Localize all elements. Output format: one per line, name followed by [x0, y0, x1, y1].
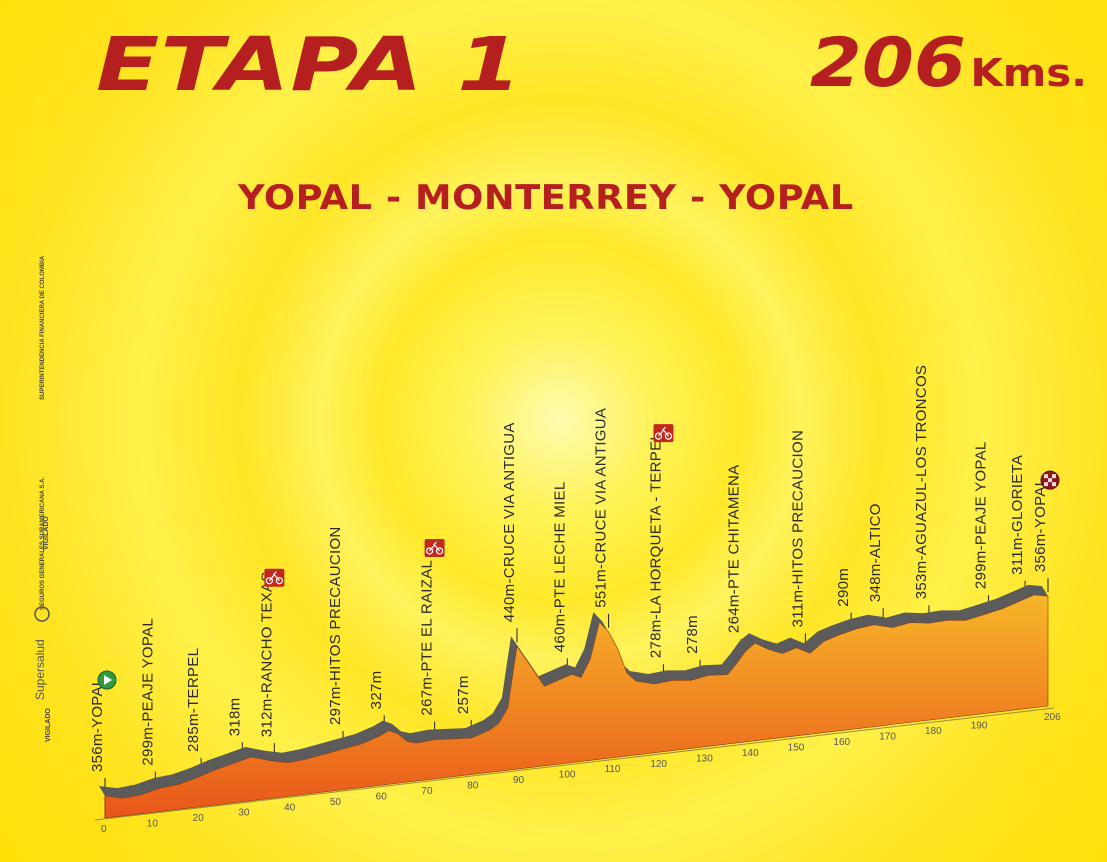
sprint-icon [424, 538, 445, 557]
terrain [99, 584, 1049, 819]
x-tick-label: 190 [971, 721, 988, 732]
waypoint-label: 353m-AGUAZUL-LOS TRONCOS [913, 365, 930, 599]
x-tick-label: 160 [833, 737, 850, 748]
x-tick-label: 0 [101, 824, 107, 835]
waypoint-label: 285m-TERPEL [185, 648, 202, 752]
x-tick-label: 90 [513, 775, 525, 786]
stage-route: YOPAL - MONTERREY - YOPAL [238, 178, 854, 218]
x-tick-label: 110 [605, 764, 621, 775]
seguros-text: SEGUROS GENERALES SURAMERICANA S.A. [40, 477, 46, 610]
x-axis-ticks: 0 10 20 30 40 50 60 70 80 90 100 110 120 130 140 150 160… [101, 712, 1061, 835]
stage-distance: 206 Kms. [810, 24, 1087, 103]
waypoint-label: 264m-PTE CHITAMENA [725, 465, 742, 633]
x-tick-label: 180 [925, 726, 942, 737]
terrain-road-band [99, 584, 1048, 799]
sprint-icon [653, 424, 674, 443]
x-tick-label: 10 [147, 819, 159, 830]
x-tick-label: 170 [879, 732, 896, 743]
waypoint-label: 460m-PTE LECHE MIEL [551, 482, 568, 653]
x-tick-label: 80 [467, 781, 479, 792]
sprint-icon [264, 568, 285, 587]
waypoint-label: 356m-YOPAL [1032, 478, 1049, 572]
financiera-text: SUPERINTENDENCIA FINANCIERA DE COLOMBIA [40, 255, 46, 400]
x-tick-label: 30 [238, 808, 250, 819]
waypoint-label: 299m-PEAJE YOPAL [139, 618, 156, 766]
x-tick-label: 100 [559, 770, 576, 781]
waypoint-label: 297m-HITOS PRECAUCION [327, 526, 344, 725]
sponsor-strip: SUPERINTENDENCIA FINANCIERA DE COLOMBIA … [33, 255, 52, 742]
supersalud-vigilado: VIGILADO [45, 708, 52, 742]
waypoint-label: 356m-YOPAL [89, 678, 106, 772]
x-tick-label: 120 [650, 759, 667, 770]
waypoint-label: 318m [226, 698, 243, 737]
waypoint-label: 311m-HITOS PRECAUCION [789, 430, 806, 627]
waypoint-label: 327m [368, 671, 385, 710]
waypoint-label: 312m-RANCHO TEXAS [258, 571, 275, 737]
x-tick-label: 150 [788, 742, 805, 753]
vigilado-text: VIGILADO [43, 516, 50, 550]
waypoint-label: 278m [684, 615, 701, 654]
superfinanciera-logo: SUPERINTENDENCIA FINANCIERA DE COLOMBIA … [40, 255, 46, 610]
x-tick-label: 70 [421, 786, 433, 797]
x-axis-line [94, 707, 1055, 821]
waypoint-label: 299m-PEAJE YOPAL [972, 441, 989, 589]
distance-unit: Kms. [970, 51, 1087, 95]
waypoint-label: 257m [455, 675, 472, 714]
waypoint-label: 311m-GLORIETA [1009, 455, 1026, 575]
waypoint-label: 551m-CRUCE VIA ANTIGUA [593, 408, 610, 608]
x-tick-label: 20 [193, 813, 205, 824]
x-tick-label: 50 [330, 797, 342, 808]
x-tick-label: 60 [376, 791, 388, 802]
stage-title: ETAPA 1 [96, 22, 523, 108]
x-tick-label: 40 [284, 802, 296, 813]
start-icon [97, 670, 117, 690]
x-tick-label: 130 [696, 753, 713, 764]
waypoint-label: 290m [835, 568, 852, 607]
distance-value: 206 [809, 24, 966, 103]
waypoint-label: 440m-CRUCE VIA ANTIGUA [501, 422, 518, 622]
waypoint-labels: 356m-YOPAL 299m-PEAJE YOPAL 285m-TERPEL 318… [89, 365, 1060, 792]
supersalud-logo: VIGILADO Supersalud [33, 606, 52, 742]
waypoint-label: 278m-LA HORQUETA - TERPEL [647, 432, 664, 658]
supersalud-text: Supersalud [33, 639, 47, 700]
x-tick-label: 140 [742, 748, 759, 759]
waypoint-label: 267m-PTE EL RAIZAL [419, 560, 436, 716]
terrain-front-face [104, 594, 1049, 819]
waypoint-label: 348m-ALTICO [867, 503, 884, 602]
x-tick-label: 206 [1044, 712, 1061, 723]
finish-icon [1040, 470, 1060, 490]
x-axis [94, 707, 1055, 821]
